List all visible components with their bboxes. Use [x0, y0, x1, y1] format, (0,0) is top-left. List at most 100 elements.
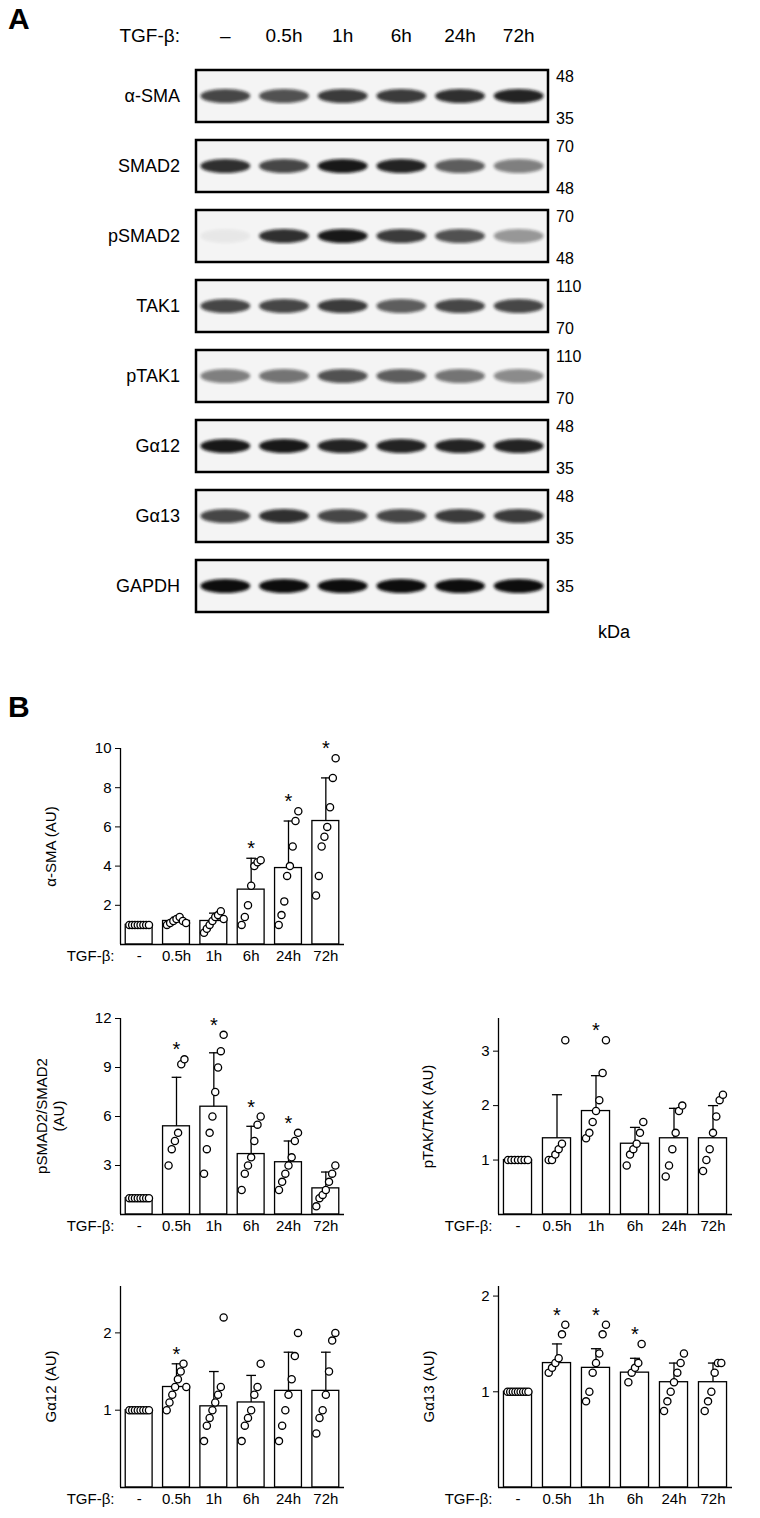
svg-text:1: 1 — [481, 1151, 489, 1168]
svg-text:0.5h: 0.5h — [162, 1217, 191, 1234]
svg-text:110: 110 — [556, 348, 582, 365]
svg-text:1h: 1h — [588, 1490, 605, 1507]
svg-text:TGF-β:: TGF-β: — [445, 1490, 493, 1507]
svg-text:72h: 72h — [313, 947, 338, 964]
svg-text:3: 3 — [481, 1042, 489, 1059]
svg-text:*: * — [285, 790, 293, 812]
svg-text:48: 48 — [556, 250, 574, 267]
svg-text:TAK1: TAK1 — [136, 296, 180, 316]
svg-text:1: 1 — [481, 1383, 489, 1400]
svg-text:6: 6 — [103, 1107, 111, 1124]
svg-text:3: 3 — [103, 1156, 111, 1173]
svg-text:*: * — [592, 1304, 600, 1326]
svg-text:72h: 72h — [313, 1217, 338, 1234]
svg-text:35: 35 — [556, 460, 574, 477]
svg-text:72h: 72h — [700, 1217, 725, 1234]
svg-text:70: 70 — [556, 390, 574, 407]
svg-text:35: 35 — [556, 578, 574, 595]
svg-text:*: * — [322, 737, 330, 759]
svg-text:48: 48 — [556, 68, 574, 85]
svg-text:24h: 24h — [444, 25, 476, 46]
svg-text:-: - — [516, 1490, 521, 1507]
svg-text:*: * — [247, 837, 255, 859]
svg-text:-: - — [137, 1217, 142, 1234]
svg-text:8: 8 — [103, 779, 111, 796]
svg-text:*: * — [173, 1038, 181, 1060]
svg-text:35: 35 — [556, 530, 574, 547]
svg-text:48: 48 — [556, 488, 574, 505]
svg-text:6h: 6h — [243, 1490, 260, 1507]
svg-text:6h: 6h — [391, 25, 412, 46]
html-text:A: A — [8, 2, 30, 35]
svg-text:24h: 24h — [276, 1217, 301, 1234]
svg-text:2: 2 — [103, 1324, 111, 1341]
svg-text:–: – — [220, 25, 231, 46]
svg-text:*: * — [592, 1019, 600, 1041]
svg-text:70: 70 — [556, 320, 574, 337]
html-text:Gα12 (AU): Gα12 (AU) — [41, 1350, 59, 1423]
svg-text:10: 10 — [95, 739, 112, 756]
svg-text:*: * — [285, 1112, 293, 1134]
svg-text:1h: 1h — [205, 1490, 222, 1507]
svg-text:0.5h: 0.5h — [162, 947, 191, 964]
svg-text:TGF-β:: TGF-β: — [119, 25, 180, 46]
svg-text:Gα13: Gα13 — [136, 506, 180, 526]
svg-text:1h: 1h — [205, 1217, 222, 1234]
svg-text:α-SMA: α-SMA — [125, 86, 180, 106]
svg-text:6h: 6h — [627, 1490, 644, 1507]
svg-text:-: - — [516, 1217, 521, 1234]
svg-text:48: 48 — [556, 418, 574, 435]
svg-text:Gα12: Gα12 — [136, 436, 180, 456]
svg-text:110: 110 — [556, 278, 582, 295]
svg-text:2: 2 — [481, 1096, 489, 1113]
svg-text:TGF-β:: TGF-β: — [67, 1490, 115, 1507]
svg-text:*: * — [631, 1323, 639, 1345]
svg-text:9: 9 — [103, 1058, 111, 1075]
svg-text:0.5h: 0.5h — [266, 25, 303, 46]
svg-text:SMAD2: SMAD2 — [118, 156, 180, 176]
svg-text:24h: 24h — [661, 1490, 686, 1507]
svg-text:2: 2 — [481, 1287, 489, 1304]
svg-text:-: - — [137, 1490, 142, 1507]
svg-text:GAPDH: GAPDH — [116, 576, 180, 596]
svg-text:24h: 24h — [661, 1217, 686, 1234]
svg-text:2: 2 — [103, 896, 111, 913]
html-text:α-SMA (AU): α-SMA (AU) — [41, 805, 59, 887]
svg-text:TGF-β:: TGF-β: — [67, 1217, 115, 1234]
svg-text:72h: 72h — [700, 1490, 725, 1507]
svg-text:TGF-β:: TGF-β: — [67, 947, 115, 964]
svg-text:6: 6 — [103, 818, 111, 835]
svg-text:72h: 72h — [503, 25, 535, 46]
svg-text:0.5h: 0.5h — [542, 1490, 571, 1507]
svg-text:1h: 1h — [588, 1217, 605, 1234]
svg-text:0.5h: 0.5h — [162, 1490, 191, 1507]
svg-text:6h: 6h — [627, 1217, 644, 1234]
svg-text:*: * — [173, 1343, 181, 1365]
svg-text:4: 4 — [103, 857, 111, 874]
svg-text:24h: 24h — [276, 947, 301, 964]
svg-text:70: 70 — [556, 138, 574, 155]
svg-text:-: - — [137, 947, 142, 964]
svg-text:pTAK1: pTAK1 — [126, 366, 180, 386]
svg-text:pSMAD2: pSMAD2 — [108, 226, 180, 246]
svg-text:1h: 1h — [205, 947, 222, 964]
svg-text:48: 48 — [556, 180, 574, 197]
html-text:pTAK/TAK (AU): pTAK/TAK (AU) — [419, 1064, 437, 1168]
svg-text:*: * — [247, 1096, 255, 1118]
svg-text:6h: 6h — [243, 947, 260, 964]
svg-text:0.5h: 0.5h — [542, 1217, 571, 1234]
html-text:B: B — [8, 690, 30, 723]
svg-text:70: 70 — [556, 208, 574, 225]
svg-text:24h: 24h — [276, 1490, 301, 1507]
svg-text:kDa: kDa — [598, 622, 631, 642]
html-text:pSMAD2/SMAD2 (AU): pSMAD2/SMAD2 (AU) — [32, 1058, 67, 1174]
svg-text:1: 1 — [103, 1401, 111, 1418]
svg-text:72h: 72h — [313, 1490, 338, 1507]
svg-text:*: * — [210, 1014, 218, 1036]
svg-text:12: 12 — [95, 1009, 112, 1026]
svg-text:35: 35 — [556, 110, 574, 127]
svg-text:1h: 1h — [332, 25, 353, 46]
svg-text:6h: 6h — [243, 1217, 260, 1234]
svg-text:TGF-β:: TGF-β: — [445, 1217, 493, 1234]
svg-text:*: * — [553, 1304, 561, 1326]
